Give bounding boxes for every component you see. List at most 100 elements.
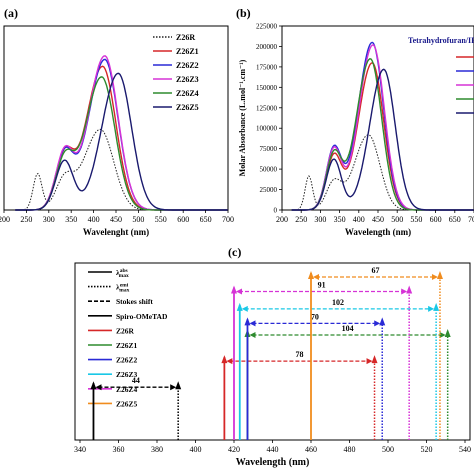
pa-legend-label-z26z2: Z26Z2 [176, 61, 199, 70]
pc-legend-label-z26z4: Z26Z4 [116, 385, 138, 394]
pc-x-tick-label: 460 [305, 445, 317, 454]
pc-legend-label-abs: λabs max [116, 268, 129, 279]
pc-shift-value-z26z5: 67 [371, 266, 379, 275]
panel-c: (c) λabs max λemi max Stokes shift Spiro-OMeT… [74, 245, 471, 468]
pa-x-tick-label: 500 [132, 215, 144, 224]
pc-x-tick-label: 340 [74, 445, 86, 454]
pa-legend-label-z26z1: Z26Z1 [176, 47, 199, 56]
pc-x-tick-label: 540 [459, 445, 471, 454]
panel-a-label: (a) [4, 6, 18, 20]
panel-c-frame [74, 262, 471, 441]
pa-x-tick-label: 550 [155, 215, 167, 224]
pc-shift-arrow-right-z26z5 [431, 274, 438, 280]
pc-shift-arrow-right-z26z2 [374, 320, 381, 327]
panel-b-legend [456, 56, 474, 114]
pc-emi-arrow-z26z5 [436, 271, 443, 279]
pc-shift-value-z26r: 78 [295, 350, 303, 359]
pc-x-tick-label: 480 [344, 445, 356, 454]
pc-x-tick-label: 520 [421, 445, 433, 454]
pb-x-tick-label: 450 [372, 215, 384, 224]
pa-x-tick-label: 700 [222, 215, 234, 224]
pc-shift-arrow-left-z26z4 [236, 288, 242, 295]
pa-x-tick-label: 250 [20, 215, 32, 224]
panel-b-solvent-label: Tetrahydrofuran/IE [408, 36, 474, 45]
pc-emi-arrow-z26z1 [444, 329, 451, 337]
pc-shift-arrow-left-z26z2 [249, 320, 256, 327]
pb-y-tick-label: 0 [274, 207, 278, 215]
pb-y-tick-label: 25000 [260, 186, 278, 194]
panel-c-label: (c) [228, 245, 241, 259]
panel-c-x-axis-label: Wavelength (nm) [236, 457, 310, 468]
pa-legend-label-z26z5: Z26Z5 [176, 103, 199, 112]
pc-abs-arrow-z26r [221, 355, 228, 364]
pb-x-tick-label: 350 [334, 215, 346, 224]
panel-b-x-axis-label: Wavelength (nm) [345, 227, 411, 237]
pc-emi-arrow-spiro-ometad [175, 381, 182, 390]
panel-a-curves [15, 55, 228, 211]
panel-c-bars: 44 78 104 70 102 91 67 [90, 266, 451, 440]
pb-y-tick-label: 75000 [260, 145, 278, 153]
pc-x-tick-label: 440 [267, 445, 279, 454]
pc-emi-arrow-z26z3 [433, 302, 440, 311]
pc-shift-value-z26z1: 104 [342, 324, 354, 333]
pc-shift-arrow-left-z26r [226, 358, 233, 365]
pa-legend-label-z26r: Z26R [176, 33, 195, 42]
panel-b-y-ticks: 0 25000 50000 75000 100000 125000 150000 175000… [256, 23, 282, 215]
pc-emi-arrow-z26r [371, 355, 378, 364]
panel-b-y-axis-label: Molar Absorbance (L.mol⁻¹.cm⁻¹) [238, 59, 247, 176]
pc-shift-value-z26z2: 70 [311, 312, 319, 321]
pc-emi-arrow-z26z4 [406, 285, 413, 294]
panel-c-legend: λabs max λemi max Stokes shift Spiro-OMeTAD Z2… [88, 268, 168, 408]
pa-x-tick-label: 300 [43, 215, 55, 224]
pa-x-tick-label: 200 [0, 215, 10, 224]
pa-x-tick-label: 650 [200, 215, 212, 224]
pa-legend-label-z26z4: Z26Z4 [176, 89, 199, 98]
pb-x-tick-label: 300 [314, 215, 326, 224]
pc-shift-value-z26z4: 91 [318, 281, 326, 290]
panel-a: (a) 200 250 300 350 400 450 500 550 600 650 700 Z2… [0, 6, 234, 237]
pc-shift-arrow-right-z26r [366, 358, 373, 365]
panel-b-label: (b) [236, 6, 251, 20]
pc-legend-label-z26z5: Z26Z5 [116, 399, 138, 408]
panel-b-curves [291, 41, 474, 211]
panel-a-x-ticks: 200 250 300 350 400 450 500 550 600 650 700 [0, 210, 234, 224]
pc-shift-value-spiro-ometad: 44 [132, 376, 140, 385]
pb-x-tick-label: 700 [468, 215, 474, 224]
pc-abs-arrow-z26z3 [236, 302, 243, 311]
pb-x-tick-label: 200 [276, 215, 288, 224]
pc-abs-arrow-spiro-ometad [90, 381, 97, 390]
pc-legend-label-spiro-ometad: Spiro-OMeTAD [116, 312, 168, 321]
panel-a-legend: Z26R Z26Z1 Z26Z2 Z26Z3 Z26Z4 Z26Z5 [153, 33, 199, 112]
pc-shift-arrow-left-z26z3 [241, 305, 248, 312]
pc-x-tick-label: 380 [151, 445, 163, 454]
pb-x-tick-label: 550 [410, 215, 422, 224]
pb-x-tick-label: 400 [353, 215, 365, 224]
pb-y-tick-label: 225000 [256, 23, 278, 31]
pc-shift-arrow-left-z26z5 [313, 274, 319, 280]
pc-shift-arrow-left-z26z1 [249, 332, 256, 338]
pc-legend-label-emi: λemi max [116, 283, 130, 294]
pb-y-tick-label: 125000 [256, 104, 278, 112]
pb-curve-z26z5 [291, 68, 474, 211]
pb-x-tick-label: 600 [430, 215, 442, 224]
pc-x-tick-label: 360 [113, 445, 125, 454]
pb-curve-z26r [291, 134, 474, 211]
pc-legend-label-z26z3: Z26Z3 [116, 370, 138, 379]
pb-y-tick-label: 200000 [256, 43, 278, 51]
pc-legend-label-z26r: Z26R [116, 326, 135, 335]
pb-curve-z26z4 [291, 58, 474, 211]
pb-y-tick-label: 175000 [256, 63, 278, 71]
pb-x-tick-label: 250 [295, 215, 307, 224]
pc-shift-arrow-right-spiro-ometad [170, 384, 177, 391]
pa-x-tick-label: 350 [65, 215, 77, 224]
panel-b-x-ticks: 200 250 300 350 400 450 500 550 600 650 700 [276, 210, 474, 224]
pc-abs-arrow-z26z5 [308, 271, 314, 279]
pc-legend-label-z26z1: Z26Z1 [116, 341, 138, 350]
pc-shift-arrow-right-z26z4 [401, 288, 408, 295]
pc-x-tick-label: 500 [382, 445, 394, 454]
pb-y-tick-label: 50000 [260, 166, 278, 174]
pc-legend-label-stokes-shift: Stokes shift [116, 297, 153, 306]
pb-curve-z26z1 [291, 62, 474, 211]
